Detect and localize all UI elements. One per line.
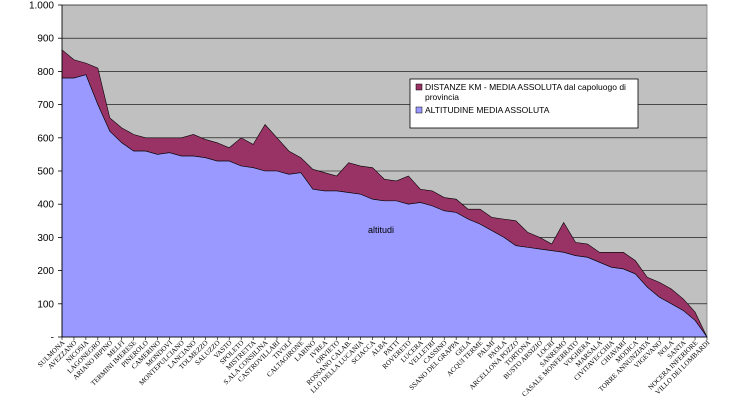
y-tick-label: 400 — [37, 200, 54, 211]
y-axis: - 100 200 300 400 500 600 700 800 900 1.000 — [29, 1, 63, 344]
y-tick-label: 800 — [37, 67, 54, 78]
annotation-altitudi: altitudi — [368, 225, 394, 235]
legend-label-distance-line2: provincia — [425, 92, 459, 102]
y-tick-label: 500 — [37, 167, 54, 178]
legend-label-distance: DISTANZE KM - MEDIA ASSOLUTA dal capoluo… — [425, 82, 626, 92]
y-tick-label: 900 — [37, 34, 54, 45]
y-tick-label: 700 — [37, 100, 54, 111]
y-tick-label: 100 — [37, 299, 54, 310]
y-tick-label: 1.000 — [29, 1, 54, 12]
legend: DISTANZE KM - MEDIA ASSOLUTA dal capoluo… — [409, 78, 639, 129]
y-tick-label: - — [51, 333, 54, 344]
legend-swatch-distance — [415, 83, 423, 91]
y-tick-label: 600 — [37, 133, 54, 144]
legend-swatch-altitude — [415, 106, 423, 114]
legend-label-altitude: ALTITUDINE MEDIA ASSOLUTA — [425, 105, 550, 115]
y-tick-label: 300 — [37, 233, 54, 244]
y-tick-label: 200 — [37, 266, 54, 277]
legend-box — [409, 78, 639, 129]
